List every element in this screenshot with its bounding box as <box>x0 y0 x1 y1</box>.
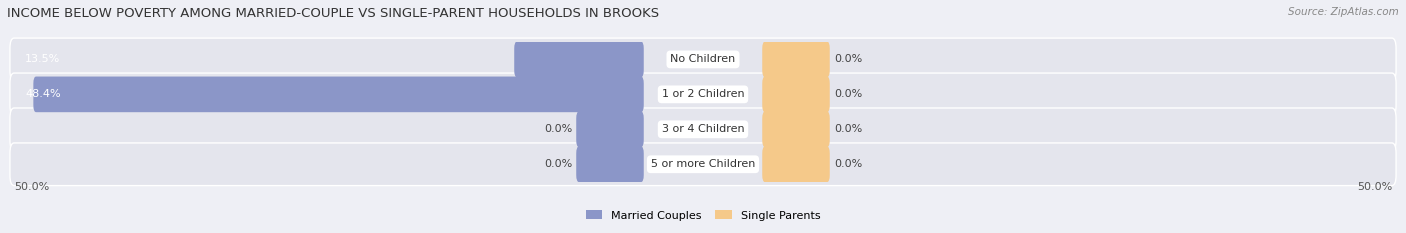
Text: 50.0%: 50.0% <box>1357 182 1392 192</box>
FancyBboxPatch shape <box>10 73 1396 116</box>
FancyBboxPatch shape <box>576 147 644 182</box>
Text: Source: ZipAtlas.com: Source: ZipAtlas.com <box>1288 7 1399 17</box>
FancyBboxPatch shape <box>10 108 1396 151</box>
Text: 0.0%: 0.0% <box>544 124 572 134</box>
FancyBboxPatch shape <box>515 42 644 77</box>
FancyBboxPatch shape <box>762 147 830 182</box>
FancyBboxPatch shape <box>762 112 830 147</box>
FancyBboxPatch shape <box>10 38 1396 81</box>
Text: No Children: No Children <box>671 55 735 64</box>
Text: 0.0%: 0.0% <box>834 124 862 134</box>
FancyBboxPatch shape <box>762 42 830 77</box>
Text: 0.0%: 0.0% <box>834 55 862 64</box>
Text: 0.0%: 0.0% <box>834 89 862 99</box>
Text: 13.5%: 13.5% <box>25 55 60 64</box>
Text: INCOME BELOW POVERTY AMONG MARRIED-COUPLE VS SINGLE-PARENT HOUSEHOLDS IN BROOKS: INCOME BELOW POVERTY AMONG MARRIED-COUPL… <box>7 7 659 20</box>
Text: 48.4%: 48.4% <box>25 89 60 99</box>
Text: 3 or 4 Children: 3 or 4 Children <box>662 124 744 134</box>
FancyBboxPatch shape <box>762 76 830 112</box>
FancyBboxPatch shape <box>34 76 644 112</box>
Text: 1 or 2 Children: 1 or 2 Children <box>662 89 744 99</box>
FancyBboxPatch shape <box>576 112 644 147</box>
Text: 0.0%: 0.0% <box>544 159 572 169</box>
Text: 50.0%: 50.0% <box>14 182 49 192</box>
Text: 5 or more Children: 5 or more Children <box>651 159 755 169</box>
FancyBboxPatch shape <box>10 143 1396 186</box>
Legend: Married Couples, Single Parents: Married Couples, Single Parents <box>581 206 825 225</box>
Text: 0.0%: 0.0% <box>834 159 862 169</box>
